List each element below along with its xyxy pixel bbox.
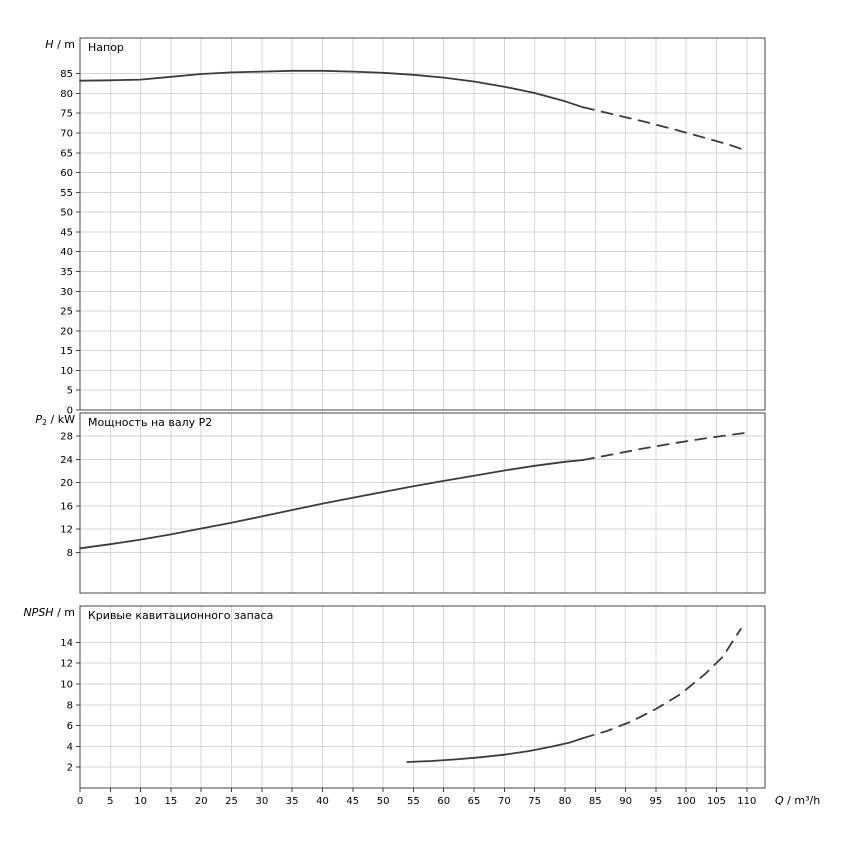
- svg-text:4: 4: [67, 742, 73, 753]
- svg-text:40: 40: [60, 247, 73, 258]
- svg-text:55: 55: [407, 796, 420, 807]
- svg-text:30: 30: [255, 796, 268, 807]
- svg-text:20: 20: [60, 478, 73, 489]
- svg-text:5: 5: [67, 386, 73, 397]
- svg-text:110: 110: [737, 796, 756, 807]
- power-solid-curve: [79, 459, 584, 550]
- svg-text:16: 16: [60, 501, 73, 512]
- npsh-title: Кривые кавитационного запаса: [88, 609, 273, 622]
- svg-text:95: 95: [650, 796, 663, 807]
- head-axis-label: H / m: [45, 38, 75, 51]
- svg-text:60: 60: [437, 796, 450, 807]
- panel-npsh: 2 4 6 8 10 12 14 Кривые кавитационного запаса NP…: [23, 605, 766, 789]
- svg-text:55: 55: [60, 188, 73, 199]
- svg-text:5: 5: [107, 796, 113, 807]
- svg-text:10: 10: [60, 366, 73, 377]
- panel-power: 8 12 16 20 24 28 Мощность на валу P2 P2 / kW: [35, 412, 766, 594]
- svg-text:35: 35: [60, 267, 73, 278]
- power-y-axis: 8 12 16 20 24 28: [60, 432, 80, 559]
- power-plot-border: [79, 412, 766, 594]
- head-grid: [80, 38, 765, 410]
- svg-text:40: 40: [316, 796, 329, 807]
- panel-head: 0 5 10 15 20 25 30 35 40 45 50 55 60 65 70 75 80 85 Напор H…: [45, 37, 766, 417]
- power-grid: [80, 413, 765, 593]
- svg-text:45: 45: [60, 227, 73, 238]
- npsh-axis-label: NPSH / m: [23, 606, 75, 619]
- svg-text:8: 8: [67, 700, 73, 711]
- svg-text:90: 90: [619, 796, 632, 807]
- svg-text:85: 85: [60, 69, 73, 80]
- svg-text:15: 15: [165, 796, 178, 807]
- svg-text:50: 50: [377, 796, 390, 807]
- head-title: Напор: [88, 41, 124, 54]
- svg-text:80: 80: [60, 89, 73, 100]
- x-axis-label: Q / m³/h: [775, 794, 820, 807]
- svg-text:30: 30: [60, 287, 73, 298]
- svg-text:65: 65: [468, 796, 481, 807]
- svg-text:15: 15: [60, 346, 73, 357]
- svg-text:28: 28: [60, 432, 73, 443]
- svg-text:2: 2: [67, 763, 73, 774]
- npsh-solid-curve: [406, 737, 584, 763]
- npsh-extrapolated-curve: [582, 628, 742, 739]
- power-axis-label: P2 / kW: [35, 413, 75, 427]
- svg-text:0: 0: [67, 406, 73, 417]
- svg-text:75: 75: [528, 796, 541, 807]
- power-title: Мощность на валу P2: [88, 416, 212, 429]
- svg-text:35: 35: [286, 796, 299, 807]
- npsh-y-axis: 2 4 6 8 10 12 14: [60, 638, 80, 774]
- head-plot-border: [79, 37, 766, 411]
- svg-text:60: 60: [60, 168, 73, 179]
- svg-text:65: 65: [60, 148, 73, 159]
- svg-text:10: 10: [60, 680, 73, 691]
- svg-text:12: 12: [60, 525, 73, 536]
- svg-text:25: 25: [225, 796, 238, 807]
- npsh-plot-border: [79, 605, 766, 789]
- svg-text:6: 6: [67, 721, 73, 732]
- svg-text:8: 8: [67, 548, 73, 559]
- svg-text:105: 105: [707, 796, 726, 807]
- svg-text:50: 50: [60, 208, 73, 219]
- svg-text:80: 80: [559, 796, 572, 807]
- svg-text:20: 20: [60, 326, 73, 337]
- svg-text:70: 70: [60, 128, 73, 139]
- svg-text:25: 25: [60, 307, 73, 318]
- head-y-axis: 0 5 10 15 20 25 30 35 40 45 50 55 60 65 70 75 80 85: [60, 69, 80, 417]
- x-axis: 0 5 10 15 20 25 30 35 40 45 50 55 60 65 70 75 80 85 90 95 10…: [77, 788, 820, 807]
- svg-text:100: 100: [677, 796, 696, 807]
- svg-text:24: 24: [60, 455, 73, 466]
- svg-text:75: 75: [60, 109, 73, 120]
- svg-text:12: 12: [60, 659, 73, 670]
- svg-text:45: 45: [346, 796, 359, 807]
- npsh-grid: [80, 606, 765, 788]
- svg-text:20: 20: [195, 796, 208, 807]
- svg-text:10: 10: [134, 796, 147, 807]
- svg-text:14: 14: [60, 638, 73, 649]
- svg-text:85: 85: [589, 796, 602, 807]
- power-extrapolated-curve: [582, 431, 748, 461]
- svg-text:70: 70: [498, 796, 511, 807]
- head-extrapolated-curve: [582, 106, 748, 152]
- head-solid-curve: [79, 69, 584, 109]
- svg-text:0: 0: [77, 796, 83, 807]
